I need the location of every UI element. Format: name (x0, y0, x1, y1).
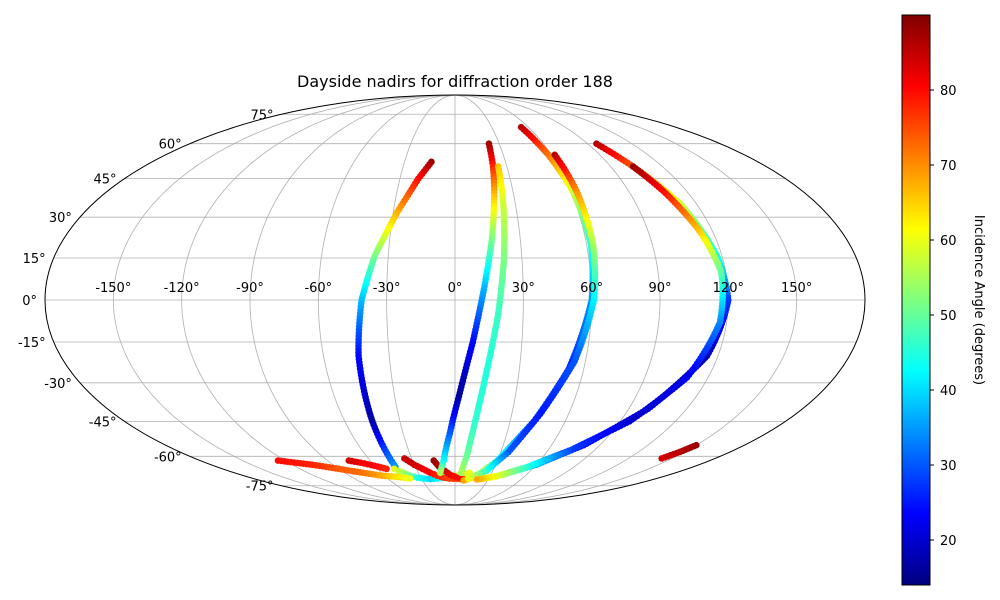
latitude-tick-label: -60° (154, 450, 182, 465)
data-point (465, 475, 472, 482)
longitude-tick-label: 30° (512, 281, 535, 296)
longitude-tick-label: -150° (95, 281, 131, 296)
colorbar-tick-label: 30 (940, 459, 957, 474)
colorbar-tick-label: 70 (940, 159, 957, 174)
longitude-tick-label: 120° (713, 281, 744, 296)
latitude-tick-label: -30° (44, 377, 72, 392)
latitude-tick-labels: -75° -60° -45° -30° -15° 0° 15° 30° 45° 60° 75° (18, 108, 274, 494)
latitude-tick-label: 45° (94, 173, 117, 188)
latitude-tick-label: 15° (23, 252, 46, 267)
latitude-tick-label: 30° (49, 211, 72, 226)
longitude-tick-label: 60° (580, 281, 603, 296)
colorbar-ticks: 20 30 40 50 60 70 80 (930, 84, 957, 549)
data-point (437, 469, 444, 477)
latitude-tick-label: -45° (89, 415, 117, 430)
longitude-tick-labels: -150° -120° -90° -60° -30° 0° 30° 60° 90° 120° 150… (95, 281, 812, 296)
longitude-tick-label: 0° (448, 281, 463, 296)
latitude-tick-label: 60° (159, 138, 182, 153)
data-point (406, 475, 414, 482)
latitude-tick-label: -75° (246, 480, 274, 495)
colorbar-tick-label: 50 (940, 309, 957, 324)
longitude-tick-label: 90° (648, 281, 671, 296)
colorbar-tick-label: 60 (940, 234, 957, 249)
data-point (473, 476, 481, 483)
colorbar-label: Incidence Angle (degrees) (971, 215, 986, 385)
latitude-tick-label: -15° (18, 336, 46, 351)
data-points (274, 123, 732, 484)
latitude-tick-label: 0° (22, 294, 37, 309)
graticule (45, 94, 865, 506)
map-boundary (44, 94, 866, 506)
data-point (383, 465, 390, 473)
longitude-tick-label: -30° (373, 281, 401, 296)
latitude-tick-label: 75° (250, 108, 273, 123)
longitude-tick-label: -120° (164, 281, 200, 296)
longitude-tick-label: -60° (304, 281, 332, 296)
colorbar-tick-label: 20 (940, 534, 957, 549)
data-point (658, 455, 665, 462)
longitude-tick-label: 150° (781, 281, 812, 296)
data-point (457, 469, 465, 477)
chart-title: Dayside nadirs for diffraction order 188 (297, 72, 613, 91)
colorbar-tick-label: 80 (940, 84, 957, 99)
colorbar-tick-label: 40 (940, 384, 957, 399)
longitude-tick-label: -90° (236, 281, 264, 296)
colorbar (901, 14, 931, 586)
